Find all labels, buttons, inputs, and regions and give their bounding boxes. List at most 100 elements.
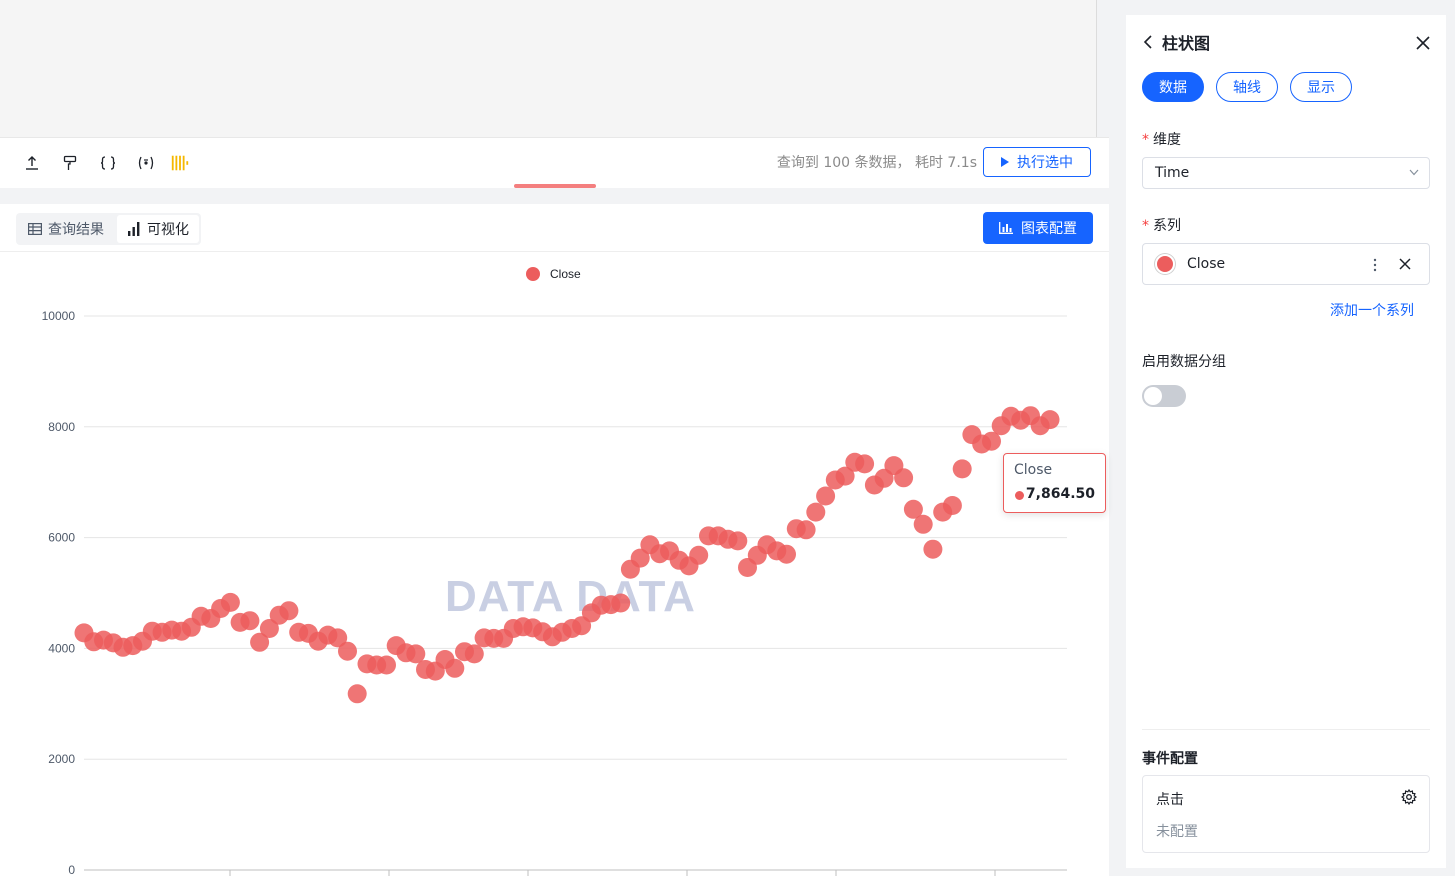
data-point	[611, 593, 631, 613]
data-point	[913, 514, 933, 534]
data-point	[982, 431, 1001, 451]
data-point	[279, 601, 299, 621]
query-info-text: 查询到 100 条数据， 耗时 7.1s	[776, 155, 977, 171]
data-point	[445, 658, 465, 678]
watermark: DATA DATA	[445, 572, 696, 621]
data-point	[406, 644, 426, 664]
y-tick-label: 6000	[48, 531, 75, 545]
event-status: 未配置	[1156, 824, 1198, 840]
editor-toolbar: 查询到 100 条数据， 耗时 7.1s 执行选中	[0, 137, 1109, 188]
format-brush-icon[interactable]	[60, 153, 80, 173]
view-switch: 查询结果 可视化	[16, 213, 201, 245]
data-point	[220, 592, 240, 612]
data-point	[250, 632, 270, 652]
results-panel: 查询结果 可视化 图表配置 0 2000 4000 6000 8000 10000 DAT…	[0, 204, 1109, 876]
remove-series-icon[interactable]	[1399, 258, 1411, 270]
tooltip-marker	[1015, 491, 1024, 500]
chart-tooltip: Close 7,864.50	[1003, 453, 1106, 513]
event-card: 点击 未配置	[1142, 775, 1430, 853]
data-point	[728, 531, 748, 551]
chart-config-panel: 柱状图 数据 轴线 显示 * 维度 Time * 系列 Close 添加一个系列 启…	[1126, 15, 1446, 868]
dimension-label-text: 维度	[1153, 132, 1181, 148]
y-tick-label: 0	[68, 863, 75, 876]
data-point	[777, 544, 796, 564]
panel-header: 柱状图	[1142, 30, 1210, 54]
data-point	[377, 655, 396, 675]
data-point	[923, 539, 943, 559]
tab-display[interactable]: 显示	[1290, 72, 1352, 102]
data-point	[835, 466, 855, 486]
data-point	[816, 486, 836, 506]
y-tick-label: 2000	[48, 752, 75, 766]
barcode-icon[interactable]	[170, 153, 190, 173]
data-point	[806, 502, 826, 522]
bar-chart-icon	[128, 222, 140, 236]
tab-query-result[interactable]: 查询结果	[18, 215, 116, 243]
y-tick-label: 4000	[48, 641, 75, 655]
dimension-value: Time	[1155, 165, 1190, 181]
tab-query-result-label: 查询结果	[48, 222, 104, 238]
braces-icon[interactable]	[98, 153, 118, 173]
grouping-toggle[interactable]	[1142, 385, 1186, 407]
data-point	[630, 548, 650, 568]
legend-label: Close	[550, 267, 581, 281]
data-point	[1040, 410, 1060, 430]
panel-title: 柱状图	[1162, 34, 1211, 53]
table-icon	[28, 223, 42, 235]
panel-divider	[0, 251, 1109, 252]
tooltip-value: 7,864.50	[1025, 486, 1095, 502]
data-point	[903, 499, 923, 519]
chevron-down-icon	[1409, 169, 1419, 176]
toggle-knob	[1144, 387, 1162, 405]
close-icon[interactable]	[1416, 35, 1430, 54]
data-point	[347, 684, 367, 704]
section-divider	[1142, 729, 1430, 730]
chart-config-button[interactable]: 图表配置	[983, 212, 1093, 244]
chart-icon	[999, 222, 1013, 234]
event-section-title: 事件配置	[1142, 751, 1198, 767]
run-selected-button[interactable]: 执行选中	[983, 147, 1091, 177]
data-point	[464, 644, 484, 664]
upload-icon[interactable]	[22, 153, 42, 173]
tab-visualization-label: 可视化	[147, 222, 189, 238]
dimension-select[interactable]: Time	[1142, 157, 1430, 189]
data-point	[328, 628, 348, 648]
data-point	[952, 459, 972, 479]
data-point	[240, 611, 260, 631]
tab-visualization[interactable]: 可视化	[117, 215, 199, 243]
legend-marker	[526, 267, 540, 281]
y-tick-label: 8000	[48, 420, 75, 434]
event-name: 点击	[1156, 792, 1184, 808]
data-point	[855, 454, 875, 474]
data-point	[259, 619, 279, 638]
chart-config-label: 图表配置	[1021, 221, 1077, 237]
data-point	[796, 520, 816, 540]
data-point	[942, 496, 962, 515]
tooltip-series: Close	[1014, 462, 1053, 478]
dimension-label: * 维度	[1142, 132, 1181, 148]
more-vertical-icon[interactable]	[1373, 258, 1377, 272]
grouping-label: 启用数据分组	[1142, 354, 1226, 370]
data-point	[338, 641, 357, 661]
scatter-chart[interactable]: 0 2000 4000 6000 8000 10000 DATA DATA Close	[0, 204, 1109, 876]
data-point	[572, 616, 592, 636]
resize-handle[interactable]	[514, 184, 596, 188]
run-selected-label: 执行选中	[1017, 155, 1073, 171]
data-point	[894, 468, 914, 488]
tab-data[interactable]: 数据	[1142, 72, 1204, 102]
play-icon	[1001, 157, 1009, 167]
series-label: * 系列	[1142, 218, 1181, 234]
variable-icon[interactable]	[136, 153, 156, 173]
series-item[interactable]: Close	[1142, 243, 1430, 285]
add-series-link[interactable]: 添加一个系列	[1330, 303, 1414, 319]
series-label-text: 系列	[1153, 218, 1181, 234]
data-point	[689, 545, 709, 565]
gear-icon[interactable]	[1401, 789, 1417, 805]
back-chevron-icon[interactable]	[1142, 35, 1154, 49]
tab-axis[interactable]: 轴线	[1216, 72, 1278, 102]
series-item-name: Close	[1187, 256, 1226, 272]
series-color-swatch[interactable]	[1155, 254, 1175, 274]
editor-scrollbar	[1096, 0, 1097, 137]
sql-editor[interactable]	[0, 0, 1096, 137]
y-tick-label: 10000	[42, 309, 76, 323]
